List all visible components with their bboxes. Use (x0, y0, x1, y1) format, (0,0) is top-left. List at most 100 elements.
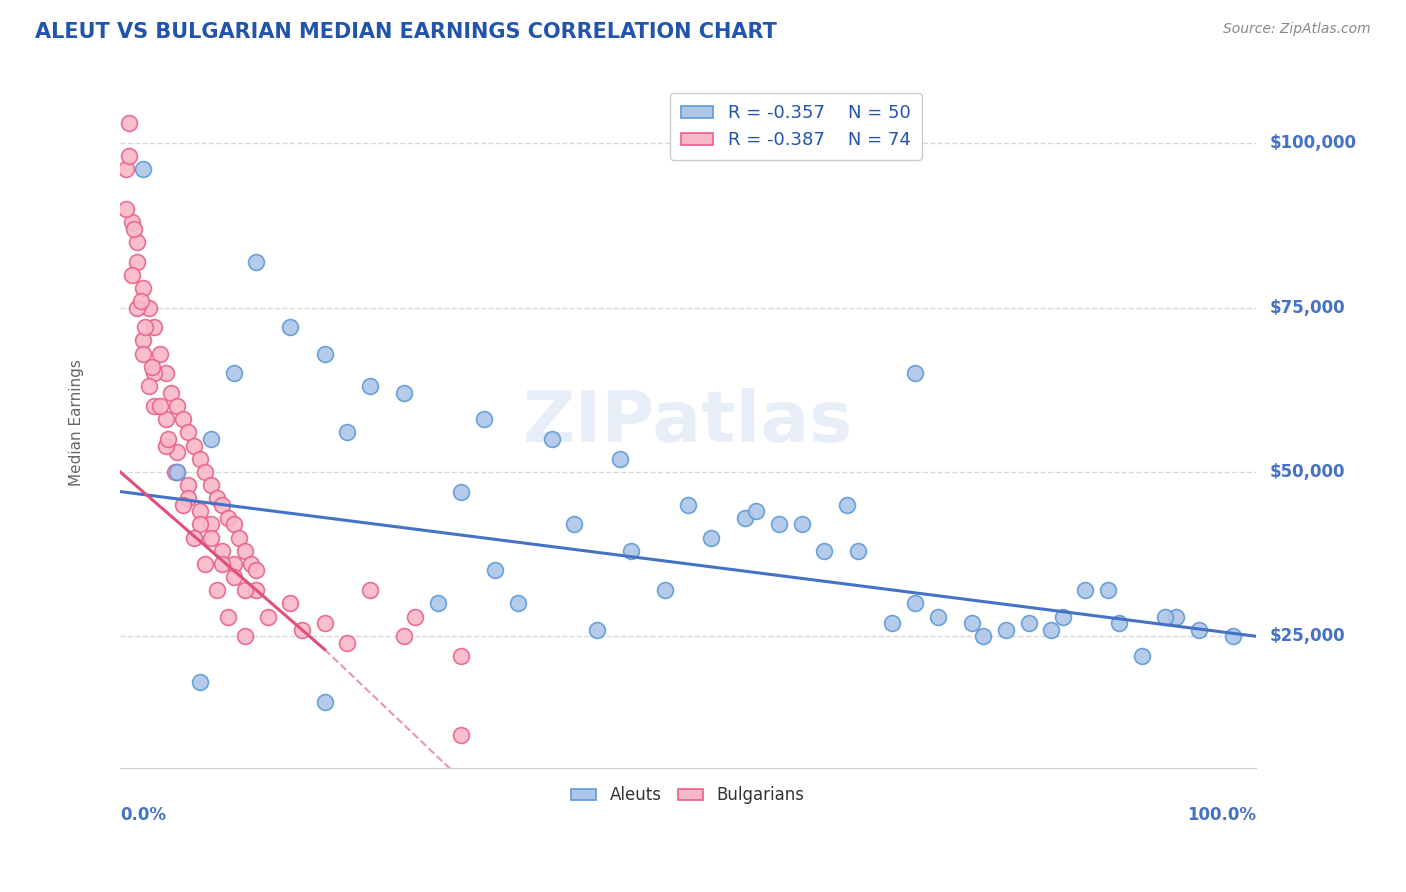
Point (127, 301, 149, 315)
Point (1154, 609, 1177, 624)
Point (118, 116, 141, 130)
Point (1074, 583, 1097, 598)
Point (1166, 609, 1188, 624)
Point (183, 439, 205, 453)
Point (699, 531, 721, 545)
Point (200, 517, 222, 532)
Point (484, 564, 506, 578)
Point (359, 583, 381, 598)
Point (194, 465, 217, 479)
Point (904, 366, 927, 380)
Point (121, 215, 143, 229)
Point (114, 202, 136, 216)
Text: ZIPatlas: ZIPatlas (523, 388, 853, 457)
Text: 100.0%: 100.0% (1187, 805, 1256, 823)
Point (177, 491, 200, 505)
Point (233, 629, 256, 643)
Point (149, 399, 172, 413)
Point (143, 399, 166, 413)
Point (134, 320, 156, 334)
Point (882, 616, 904, 631)
Text: Median Earnings: Median Earnings (69, 359, 84, 486)
Point (239, 557, 262, 571)
Point (1130, 648, 1153, 663)
Point (392, 629, 415, 643)
Point (228, 531, 250, 545)
Point (745, 504, 768, 518)
Point (188, 504, 211, 518)
Point (994, 623, 1017, 637)
Point (222, 366, 245, 380)
Point (163, 465, 186, 479)
Point (143, 320, 166, 334)
Point (654, 583, 676, 598)
Point (194, 557, 217, 571)
Point (427, 596, 450, 610)
Point (188, 451, 211, 466)
Point (450, 648, 472, 663)
Point (506, 596, 529, 610)
Point (138, 379, 160, 393)
Point (132, 162, 155, 177)
Text: Source: ZipAtlas.com: Source: ZipAtlas.com (1223, 22, 1371, 37)
Point (1097, 583, 1119, 598)
Point (188, 675, 211, 690)
Point (155, 439, 177, 453)
Point (177, 478, 200, 492)
Text: $25,000: $25,000 (1270, 627, 1346, 645)
Point (156, 432, 179, 446)
Point (149, 346, 172, 360)
Point (127, 254, 149, 268)
Point (217, 609, 239, 624)
Point (1018, 616, 1040, 631)
Point (155, 366, 177, 380)
Point (314, 616, 336, 631)
Point (768, 517, 790, 532)
Point (586, 623, 609, 637)
Point (233, 583, 256, 598)
Point (790, 517, 813, 532)
Point (211, 498, 233, 512)
Point (222, 517, 245, 532)
Point (564, 517, 586, 532)
Point (188, 517, 211, 532)
Point (211, 543, 233, 558)
Point (166, 465, 188, 479)
Point (172, 412, 194, 426)
Point (183, 531, 205, 545)
Point (121, 268, 143, 282)
Text: $50,000: $50,000 (1270, 463, 1346, 481)
Point (540, 432, 562, 446)
Point (472, 412, 495, 426)
Point (927, 609, 949, 624)
Point (160, 386, 183, 401)
Text: ALEUT VS BULGARIAN MEDIAN EARNINGS CORRELATION CHART: ALEUT VS BULGARIAN MEDIAN EARNINGS CORRE… (35, 22, 778, 42)
Point (835, 498, 858, 512)
Point (813, 543, 835, 558)
Point (205, 491, 228, 505)
Point (129, 293, 152, 308)
Point (172, 498, 194, 512)
Point (200, 432, 222, 446)
Point (127, 235, 149, 249)
Point (114, 162, 136, 177)
Point (359, 379, 381, 393)
Point (222, 570, 245, 584)
Point (233, 543, 256, 558)
Point (450, 484, 472, 499)
Text: $100,000: $100,000 (1270, 134, 1357, 153)
Point (734, 511, 756, 525)
Point (222, 557, 245, 571)
Point (217, 511, 239, 525)
Point (620, 543, 643, 558)
Point (1222, 629, 1244, 643)
Point (132, 346, 155, 360)
Point (177, 425, 200, 440)
Point (200, 531, 222, 545)
Point (314, 346, 336, 360)
Point (118, 149, 141, 163)
Point (904, 596, 927, 610)
Point (609, 451, 631, 466)
Point (336, 636, 359, 650)
Point (166, 465, 188, 479)
